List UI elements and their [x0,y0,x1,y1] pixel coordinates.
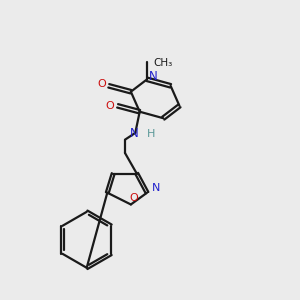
Text: O: O [106,101,115,111]
Text: N: N [152,183,160,193]
Text: N: N [130,127,139,140]
Text: N: N [149,70,158,83]
Text: H: H [147,129,156,140]
Text: O: O [129,193,138,203]
Text: O: O [97,79,106,89]
Text: CH₃: CH₃ [154,58,173,68]
